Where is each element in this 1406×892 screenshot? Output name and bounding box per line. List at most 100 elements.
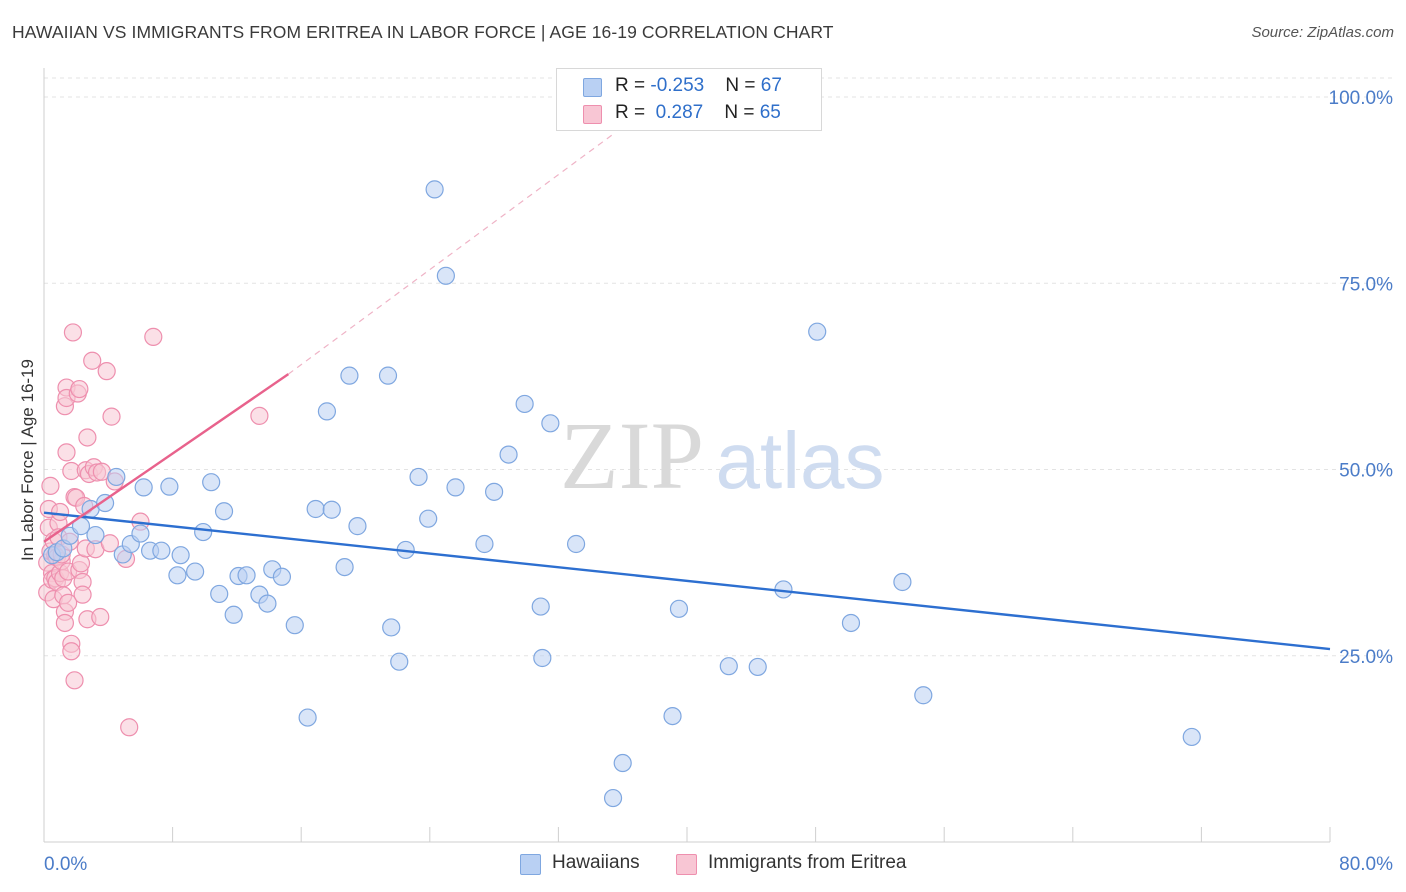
eritrea-point xyxy=(97,362,116,381)
legend-n-value: 65 xyxy=(759,102,781,123)
hawaiian-point xyxy=(515,394,534,414)
eritrea-point xyxy=(102,407,121,426)
hawaiian-point xyxy=(1182,727,1201,747)
legend-swatch-pink xyxy=(583,105,602,124)
chart-title: HAWAIIAN VS IMMIGRANTS FROM ERITREA IN L… xyxy=(12,22,834,42)
eritrea-point xyxy=(144,327,163,346)
series-label-hawaiians: Hawaiians xyxy=(552,852,640,873)
eritrea-point xyxy=(65,671,84,690)
y-tick-label: 75.0% xyxy=(1339,274,1393,295)
series-legend: Hawaiians Immigrants from Eritrea xyxy=(0,852,1406,876)
watermark-zip: ZIP xyxy=(560,402,704,509)
eritrea-point xyxy=(91,607,110,627)
hawaiian-point xyxy=(603,788,623,808)
eritrea-trend-line xyxy=(43,373,290,543)
correlation-legend: R = -0.253 N = 67 R = 0.287 N = 65 xyxy=(556,68,822,131)
eritrea-point xyxy=(78,428,97,447)
hawaiian-point xyxy=(436,266,455,285)
hawaiian-point xyxy=(306,499,325,519)
eritrea-point xyxy=(62,642,81,661)
hawaiian-point xyxy=(131,524,150,543)
hawaiian-point xyxy=(160,477,179,496)
hawaiian-point xyxy=(475,534,494,554)
legend-r-label: R = xyxy=(615,75,651,96)
hawaiian-point xyxy=(210,584,229,604)
hawaiian-point xyxy=(533,648,552,668)
hawaiian-point xyxy=(134,478,153,497)
legend-n-value: 67 xyxy=(760,75,782,96)
eritrea-trend-extension xyxy=(287,133,614,375)
hawaiian-point xyxy=(893,572,912,592)
y-tick-label: 100.0% xyxy=(1329,88,1394,109)
hawaiian-point xyxy=(719,657,738,676)
x-tick-label: 0.0% xyxy=(44,854,87,875)
eritrea-point xyxy=(83,351,102,370)
y-tick-label: 25.0% xyxy=(1339,647,1393,668)
hawaiian-point xyxy=(272,567,292,586)
hawaiian-point xyxy=(95,493,115,513)
hawaiian-point xyxy=(237,566,256,585)
eritrea-point xyxy=(100,534,120,553)
hawaiian-point xyxy=(485,482,504,501)
hawaiian-point xyxy=(348,517,367,536)
hawaiian-point xyxy=(378,366,398,385)
legend-r-value: -0.253 xyxy=(650,75,705,96)
legend-swatch-blue xyxy=(583,78,602,97)
hawaiian-point xyxy=(425,180,444,199)
hawaiian-point xyxy=(317,402,337,421)
series-label-eritrea: Immigrants from Eritrea xyxy=(708,852,907,873)
legend-r-value: 0.287 xyxy=(650,102,704,123)
hawaiian-point xyxy=(566,534,586,554)
eritrea-point xyxy=(120,718,139,737)
hawaiian-point xyxy=(224,605,243,624)
hawaiian-point xyxy=(86,525,105,545)
hawaiian-point xyxy=(446,478,465,497)
hawaiian-point xyxy=(152,541,171,560)
series-swatch-blue xyxy=(520,854,541,875)
hawaiian-points xyxy=(42,180,1201,808)
hawaiian-point xyxy=(808,322,827,341)
hawaiian-point xyxy=(168,566,187,585)
hawaiian-point xyxy=(194,522,213,542)
legend-r-label: R = xyxy=(615,102,651,123)
hawaiian-point xyxy=(748,657,767,677)
hawaiian-point xyxy=(390,652,409,671)
hawaiian-point xyxy=(382,618,401,637)
hawaiian-point xyxy=(285,616,304,635)
trend-lines xyxy=(43,133,1331,651)
legend-n-label: N = xyxy=(725,75,761,96)
hawaiian-point xyxy=(499,445,518,464)
hawaiian-point xyxy=(531,597,550,616)
hawaiian-point xyxy=(419,509,438,528)
hawaiian-point xyxy=(841,613,861,633)
hawaiian-point xyxy=(914,686,933,705)
eritrea-point xyxy=(70,379,89,399)
tick-labels: 25.0% 50.0% 75.0% 100.0% 0.0% 80.0% xyxy=(44,88,1393,875)
eritrea-point xyxy=(59,593,78,612)
eritrea-point xyxy=(73,585,92,604)
eritrea-point xyxy=(55,613,74,633)
y-axis-label: In Labor Force | Age 16-19 xyxy=(18,359,37,561)
axes xyxy=(43,68,1331,843)
hawaiian-point xyxy=(613,753,632,773)
eritrea-point xyxy=(50,502,70,522)
hawaiian-point xyxy=(186,562,205,581)
x-tick-label: 80.0% xyxy=(1339,854,1393,875)
hawaiian-point xyxy=(258,594,277,613)
hawaiian-point xyxy=(298,708,317,727)
hawaiian-point xyxy=(335,557,354,577)
hawaiian-point xyxy=(541,414,560,433)
y-tick-label: 50.0% xyxy=(1339,461,1393,482)
eritrea-point xyxy=(57,443,76,462)
watermark-atlas: atlas xyxy=(716,416,885,505)
eritrea-point xyxy=(63,323,83,342)
hawaiian-point xyxy=(669,599,689,618)
chart-source: Source: ZipAtlas.com xyxy=(1251,24,1394,41)
legend-n-label: N = xyxy=(724,102,760,123)
hawaiian-point xyxy=(214,502,234,521)
eritrea-point xyxy=(41,476,60,495)
hawaiian-point xyxy=(409,467,428,487)
hawaiian-point xyxy=(107,467,126,487)
hawaiian-point xyxy=(202,473,221,492)
